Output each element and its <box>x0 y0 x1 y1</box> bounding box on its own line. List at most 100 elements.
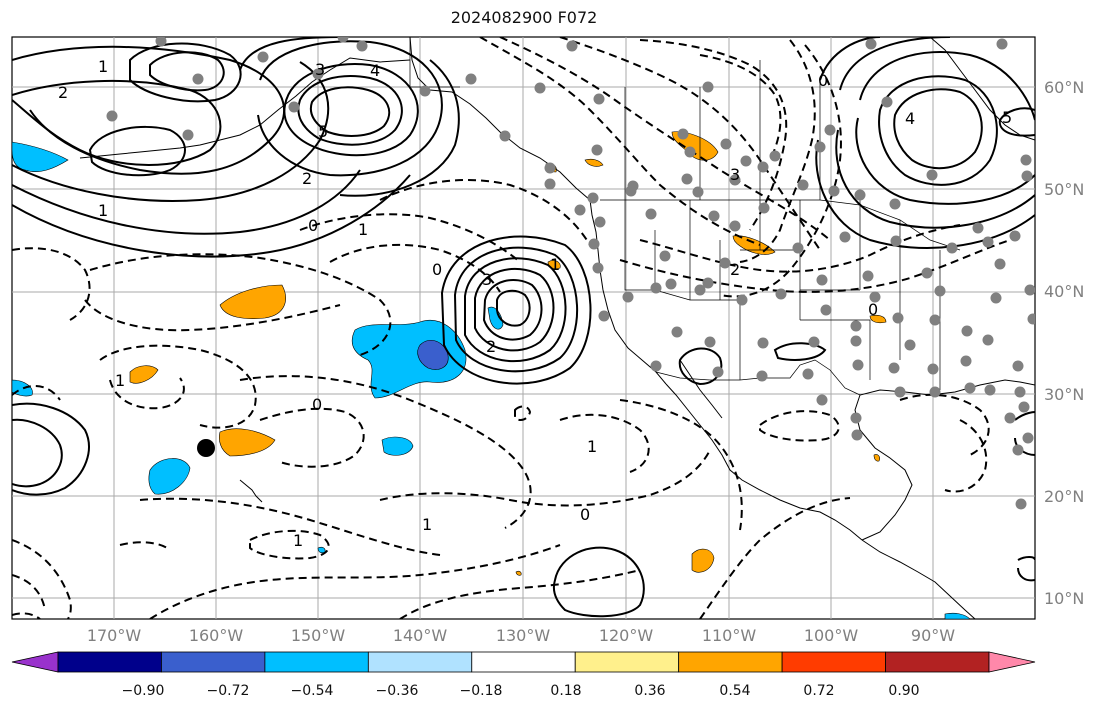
colorbar-extend-low <box>11 651 59 673</box>
negative-contour <box>379 449 711 507</box>
contour-label: 1 <box>422 515 432 534</box>
us-west-coastline <box>589 199 667 385</box>
positive-contour <box>893 88 983 170</box>
negative-contour <box>639 39 788 231</box>
colorbar-segment <box>781 651 886 673</box>
reference-point-marker <box>197 439 215 457</box>
negative-contour <box>84 299 341 332</box>
colorbar-segment <box>161 651 266 673</box>
positive-contour <box>149 51 225 92</box>
political-borders <box>409 37 961 396</box>
positive-contour <box>855 51 1035 205</box>
positive-contour <box>1017 556 1035 582</box>
positive-contour <box>878 75 998 186</box>
positive-contour <box>496 289 531 327</box>
negative-contour <box>719 44 842 298</box>
negative-contour <box>514 405 532 421</box>
negative-contour <box>12 612 41 619</box>
negative-contour <box>12 574 46 611</box>
contour-label: 0 <box>818 71 828 90</box>
contour-label: 1 <box>115 371 125 390</box>
contour-label: 5 <box>318 122 328 141</box>
lon-label: 140°W <box>392 626 448 645</box>
colorbar-segment <box>264 651 369 673</box>
positive-anomaly-patch <box>873 454 880 462</box>
contour-lines <box>12 37 1035 618</box>
contour-label: 1 <box>293 531 303 550</box>
negative-anomaly-patch <box>487 306 504 330</box>
negative-contour <box>699 54 782 161</box>
positive-contour <box>12 169 361 235</box>
colorbar-segment <box>57 651 162 673</box>
positive-contour <box>239 37 460 197</box>
positive-contour <box>773 342 827 361</box>
negative-contour <box>479 37 761 246</box>
lat-label: 50°N <box>1044 180 1085 199</box>
negative-contour <box>619 239 1011 293</box>
positive-anomaly-patch <box>691 548 715 573</box>
positive-contour <box>998 107 1035 137</box>
contour-label: 2 <box>730 260 740 279</box>
strong-negative-anomaly-patch <box>417 340 449 370</box>
colorbar <box>11 651 1036 673</box>
colorbar-tick-label: 0.36 <box>634 683 666 699</box>
negative-anomaly-patch <box>381 436 414 456</box>
negative-contour <box>12 385 61 401</box>
negative-contour <box>759 410 840 442</box>
contour-label: 4 <box>370 61 380 80</box>
negative-anomaly-patch <box>351 320 467 399</box>
positive-contour <box>283 63 419 157</box>
dashed-contour-lines <box>12 37 1011 619</box>
contour-label-group: 1 2 3 4 5 2 1 0 0 1 3 2 1 0 1 1 0 1 2 3 … <box>58 57 1012 550</box>
contour-label: 2 <box>302 169 312 188</box>
lat-label: 40°N <box>1044 282 1085 301</box>
anomaly-fill-patches <box>12 131 971 619</box>
contour-label: 0 <box>308 216 318 235</box>
coastlines <box>79 37 1035 619</box>
contour-label: 0 <box>580 505 590 524</box>
negative-contour <box>149 544 561 619</box>
contour-label: 0 <box>312 395 322 414</box>
positive-contour <box>12 418 63 488</box>
lat-label: 30°N <box>1044 385 1085 404</box>
hudson-bay-coastline <box>929 37 1035 141</box>
hawaii-islands <box>239 479 263 503</box>
negative-contour <box>139 497 441 556</box>
colorbar-tick-label: −0.72 <box>206 683 250 699</box>
colorbar-tick-label: 0.54 <box>719 683 751 699</box>
negative-contour <box>699 497 851 619</box>
positive-anomaly-patch <box>515 570 522 576</box>
negative-contour <box>99 344 257 429</box>
positive-contour <box>309 86 391 137</box>
negative-anomaly-patch <box>12 141 69 172</box>
negative-contour <box>109 377 185 410</box>
colorbar-tick-label: −0.36 <box>375 683 419 699</box>
positive-contour <box>129 42 242 103</box>
negative-contour <box>399 569 641 619</box>
negative-anomaly-patch <box>944 612 971 619</box>
lon-label: 160°W <box>188 626 244 645</box>
positive-anomaly-patch <box>129 365 159 384</box>
baja-california-coastline <box>665 383 863 541</box>
us-mexico-border <box>655 359 861 396</box>
contour-label: 1 <box>587 437 597 456</box>
colorbar-segment <box>574 651 680 673</box>
lon-label: 130°W <box>495 626 551 645</box>
negative-contour <box>899 393 990 456</box>
negative-contour <box>944 419 988 493</box>
positive-contour <box>12 61 330 202</box>
negative-contour <box>12 247 91 321</box>
lon-label: 150°W <box>290 626 346 645</box>
negative-contour <box>379 179 591 246</box>
negative-anomaly-patch <box>148 458 191 495</box>
negative-contour <box>239 375 532 529</box>
colorbar-extend-high <box>988 651 1036 673</box>
contour-label: 0 <box>868 300 878 319</box>
contour-label: 2 <box>486 337 496 356</box>
positive-anomaly-patch <box>219 284 286 319</box>
positive-contour <box>453 246 578 373</box>
lat-label: 60°N <box>1044 78 1085 97</box>
contour-label: 3 <box>730 165 740 184</box>
lon-label: 90°W <box>910 626 956 645</box>
